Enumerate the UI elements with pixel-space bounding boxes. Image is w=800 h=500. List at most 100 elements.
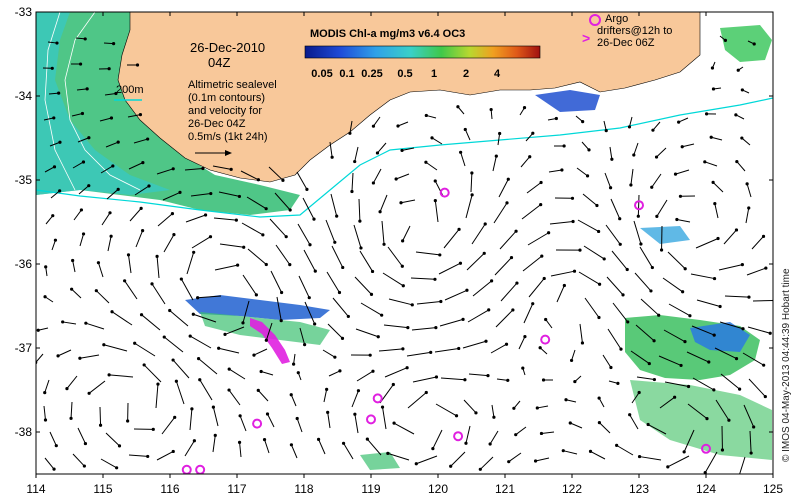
velocity-arrow-head: [763, 394, 767, 399]
velocity-arrow: [246, 196, 267, 210]
velocity-arrow: [736, 161, 746, 172]
velocity-arrow: [435, 403, 457, 417]
velocity-arrow-head: [675, 217, 679, 222]
velocity-arrow: [193, 313, 217, 323]
velocity-arrow-head: [70, 287, 74, 291]
velocity-arrow-head: [400, 264, 404, 268]
velocity-arrow-head: [196, 296, 200, 300]
chl-east-bloom-lower: [630, 380, 772, 460]
velocity-arrow: [157, 213, 173, 227]
velocity-arrow-head: [52, 116, 56, 120]
velocity-arrow-head: [162, 335, 166, 339]
velocity-arrow-head: [539, 431, 544, 436]
velocity-arrow: [465, 425, 471, 444]
velocity-arrow-head: [647, 361, 651, 366]
velocity-arrow: [332, 297, 349, 317]
velocity-arrow-head: [78, 356, 82, 360]
velocity-arrow: [45, 215, 54, 225]
velocity-arrow-head: [616, 381, 620, 385]
velocity-arrow: [522, 255, 543, 272]
velocity-arrow-head: [478, 467, 482, 471]
velocity-arrow: [124, 280, 138, 300]
velocity-arrow-head: [307, 296, 311, 300]
velocity-arrow: [508, 452, 522, 463]
velocity-arrow-head: [429, 350, 433, 354]
velocity-arrow: [356, 370, 374, 382]
velocity-arrow: [43, 405, 46, 421]
chl-central-filament: [185, 295, 330, 320]
velocity-arrow: [105, 432, 120, 447]
velocity-arrow-head: [227, 388, 231, 392]
velocity-arrow-head: [36, 328, 40, 332]
velocity-arrow-head: [609, 365, 613, 370]
velocity-arrow: [751, 236, 764, 250]
velocity-arrow: [103, 42, 114, 45]
velocity-arrow-head: [581, 120, 585, 124]
y-tick-label: -37: [15, 341, 33, 355]
velocity-arrow: [496, 378, 508, 381]
velocity-arrow-head: [87, 391, 91, 395]
velocity-arrow: [326, 271, 340, 293]
velocity-arrow: [715, 399, 730, 421]
velocity-arrow-head: [457, 346, 461, 351]
velocity-arrow-head: [313, 322, 317, 326]
velocity-arrow-head: [400, 148, 404, 153]
velocity-arrow: [384, 367, 408, 378]
y-tick-label: -36: [15, 257, 33, 271]
velocity-arrow: [640, 298, 660, 316]
velocity-arrow-head: [470, 171, 474, 175]
velocity-arrow-head: [369, 292, 374, 297]
velocity-arrow-head: [171, 358, 175, 362]
velocity-arrow-head: [396, 124, 400, 128]
velocity-arrow-head: [256, 178, 260, 182]
velocity-arrow: [172, 359, 190, 379]
velocity-arrow: [109, 374, 134, 378]
velocity-arrow-head: [201, 166, 205, 171]
velocity-arrow: [77, 137, 90, 143]
velocity-arrow-head: [464, 441, 468, 445]
chl-coastal-band-cyan: [36, 12, 170, 195]
velocity-arrow: [293, 353, 296, 365]
velocity-arrow: [270, 270, 283, 293]
velocity-arrow: [303, 249, 316, 272]
velocity-arrow-head: [192, 439, 196, 443]
velocity-arrow-head: [305, 187, 309, 191]
velocity-arrow: [633, 220, 642, 245]
velocity-arrow: [607, 328, 622, 350]
velocity-arrow-head: [703, 471, 707, 474]
velocity-arrow-head: [514, 433, 518, 437]
velocity-arrow: [432, 429, 443, 449]
velocity-arrow-head: [560, 168, 564, 172]
argo-float-marker: [701, 443, 711, 454]
velocity-arrow-head: [764, 266, 768, 270]
velocity-arrow: [460, 152, 466, 167]
velocity-arrow-head: [190, 407, 194, 411]
velocity-arrow: [636, 376, 655, 381]
velocity-arrow-head: [740, 262, 744, 267]
velocity-arrow: [70, 401, 73, 419]
velocity-arrow-head: [256, 388, 260, 392]
velocity-arrow-head: [585, 174, 590, 178]
velocity-arrow-head: [236, 263, 240, 267]
velocity-arrow-head: [102, 343, 106, 347]
velocity-arrow: [382, 272, 404, 287]
velocity-arrow-head: [597, 229, 601, 234]
velocity-arrow: [354, 276, 372, 295]
velocity-arrow: [100, 458, 117, 469]
velocity-arrow: [741, 137, 751, 146]
velocity-arrow-head: [711, 87, 716, 91]
velocity-arrow-head: [96, 261, 101, 265]
velocity-arrow-head: [333, 355, 337, 359]
velocity-arrow: [497, 133, 501, 146]
velocity-arrow-head: [498, 131, 502, 136]
velocity-arrow-head: [470, 193, 474, 197]
velocity-arrow-head: [288, 208, 292, 212]
velocity-arrow-head: [371, 124, 376, 128]
velocity-arrow-head: [295, 416, 299, 421]
y-tick-label: -38: [15, 425, 33, 439]
velocity-arrow-head: [325, 387, 329, 391]
velocity-arrow-head: [615, 443, 619, 447]
velocity-arrow: [360, 302, 382, 316]
velocity-arrow: [268, 166, 284, 181]
velocity-arrow: [651, 173, 662, 188]
